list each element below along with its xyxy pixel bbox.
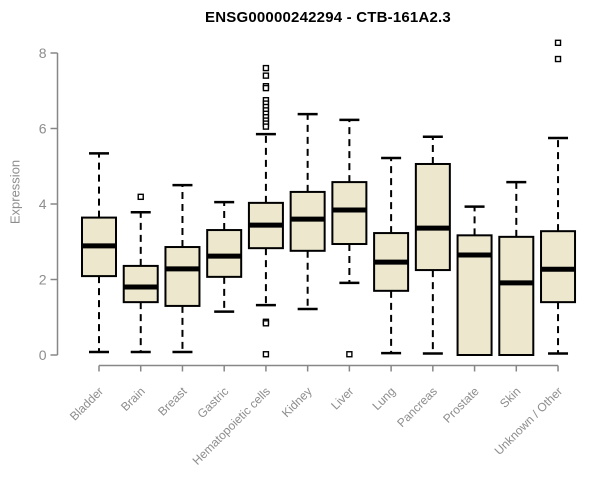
box-unknown-other	[540, 230, 577, 304]
outlier-hematopoietic-cells	[262, 320, 270, 327]
x-label-gastric: Gastric	[195, 384, 232, 421]
outlier-unknown-other	[554, 55, 562, 63]
x-label-lung: Lung	[369, 384, 398, 413]
x-label-hematopoietic-cells: Hematopoietic cells	[190, 384, 273, 467]
x-label-liver: Liver	[328, 384, 356, 412]
box-breast	[164, 246, 201, 307]
x-label-bladder: Bladder	[67, 384, 106, 423]
x-label-breast: Breast	[155, 384, 190, 419]
x-label-skin: Skin	[497, 384, 523, 410]
outlier-liver	[346, 351, 353, 358]
outlier-hematopoietic-cells	[262, 72, 270, 79]
x-label-pancreas: Pancreas	[394, 384, 440, 430]
box-brain	[122, 264, 159, 304]
y-tick-label: 8	[39, 45, 47, 61]
outlier-hematopoietic-cells	[262, 123, 270, 130]
outlier-unknown-other	[554, 39, 562, 47]
y-tick-label: 6	[39, 121, 47, 137]
y-tick-label: 4	[39, 196, 47, 212]
y-tick-label: 0	[39, 347, 47, 363]
x-label-prostate: Prostate	[440, 384, 482, 426]
outlier-hematopoietic-cells	[262, 64, 270, 72]
outlier-hematopoietic-cells	[262, 351, 270, 358]
outlier-hematopoietic-cells	[262, 84, 270, 92]
x-label-kidney: Kidney	[279, 384, 315, 420]
box-pancreas	[414, 162, 451, 272]
y-tick-label: 2	[39, 272, 47, 288]
box-skin	[498, 235, 535, 356]
x-label-brain: Brain	[118, 384, 148, 414]
box-gastric	[206, 229, 243, 278]
box-liver	[331, 181, 368, 246]
outlier-brain	[137, 193, 144, 201]
chart-title: ENSG00000242294 - CTB-161A2.3	[205, 9, 451, 26]
